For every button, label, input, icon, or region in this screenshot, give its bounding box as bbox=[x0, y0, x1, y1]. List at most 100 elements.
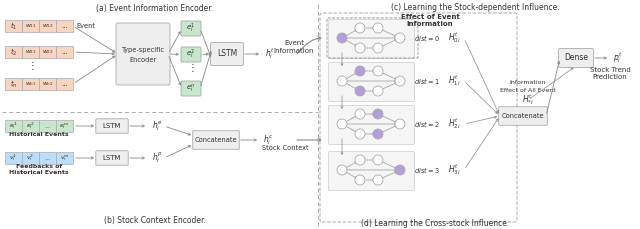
Circle shape bbox=[373, 129, 383, 139]
Text: Concatenate: Concatenate bbox=[195, 137, 237, 143]
Circle shape bbox=[355, 109, 365, 119]
Text: $t_2$: $t_2$ bbox=[10, 46, 17, 58]
Text: Feedbacks of: Feedbacks of bbox=[16, 164, 62, 169]
Text: Event: Event bbox=[284, 40, 304, 46]
Text: ...: ... bbox=[45, 123, 51, 128]
Text: Dense: Dense bbox=[564, 54, 588, 63]
FancyBboxPatch shape bbox=[211, 43, 243, 65]
Circle shape bbox=[355, 86, 365, 96]
FancyBboxPatch shape bbox=[181, 47, 201, 62]
Text: $\vdots$: $\vdots$ bbox=[188, 62, 195, 74]
Text: $i$: $i$ bbox=[340, 166, 344, 174]
Text: Event: Event bbox=[76, 23, 95, 29]
Text: (a) Event Information Encoder.: (a) Event Information Encoder. bbox=[97, 3, 214, 13]
Bar bbox=[56, 120, 73, 132]
Text: 3: 3 bbox=[398, 167, 402, 172]
FancyBboxPatch shape bbox=[193, 131, 239, 149]
Circle shape bbox=[355, 23, 365, 33]
Bar bbox=[56, 20, 73, 32]
Text: $e_i^1$: $e_i^1$ bbox=[186, 22, 196, 35]
Text: 1: 1 bbox=[358, 112, 362, 117]
Text: $w_{22}$: $w_{22}$ bbox=[42, 48, 53, 56]
Text: 4: 4 bbox=[358, 88, 362, 93]
Text: Prediction: Prediction bbox=[593, 74, 627, 80]
Text: Historical Events: Historical Events bbox=[9, 133, 69, 137]
Text: $H_{*i}^t$: $H_{*i}^t$ bbox=[522, 93, 534, 107]
Text: $v_i^m$: $v_i^m$ bbox=[60, 153, 70, 163]
Text: 5: 5 bbox=[376, 88, 380, 93]
Bar bbox=[56, 152, 73, 164]
Text: LSTM: LSTM bbox=[103, 155, 121, 161]
Circle shape bbox=[355, 155, 365, 165]
Text: $dist = 0$: $dist = 0$ bbox=[414, 33, 440, 43]
Text: 2: 2 bbox=[376, 158, 380, 163]
Text: $dist = 2$: $dist = 2$ bbox=[414, 119, 440, 129]
Text: $e_i^1$: $e_i^1$ bbox=[9, 121, 18, 131]
Bar bbox=[22, 152, 39, 164]
Text: $H_{1i}^t$: $H_{1i}^t$ bbox=[448, 74, 461, 88]
Text: ...: ... bbox=[61, 23, 68, 29]
Text: $H_{2i}^t$: $H_{2i}^t$ bbox=[448, 117, 461, 131]
Text: $dist = 1$: $dist = 1$ bbox=[414, 76, 440, 86]
Text: Type-specific: Type-specific bbox=[122, 47, 164, 53]
Bar bbox=[5, 78, 22, 90]
Text: $e_i^m$: $e_i^m$ bbox=[60, 121, 70, 131]
Circle shape bbox=[395, 76, 405, 86]
Circle shape bbox=[355, 66, 365, 76]
Text: 3: 3 bbox=[398, 79, 402, 84]
Bar bbox=[5, 152, 22, 164]
Circle shape bbox=[337, 165, 347, 175]
Text: Concatenate: Concatenate bbox=[502, 113, 544, 119]
Text: LSTM: LSTM bbox=[217, 49, 237, 58]
Bar bbox=[22, 120, 39, 132]
Text: $e_i^2$: $e_i^2$ bbox=[186, 48, 196, 61]
Circle shape bbox=[395, 33, 405, 43]
Text: 2: 2 bbox=[376, 68, 380, 74]
FancyBboxPatch shape bbox=[328, 63, 415, 101]
Text: Information: Information bbox=[509, 81, 547, 85]
Bar bbox=[56, 78, 73, 90]
Text: $v_i^2$: $v_i^2$ bbox=[26, 153, 35, 164]
Text: 1: 1 bbox=[358, 158, 362, 163]
Text: $w_{n2}$: $w_{n2}$ bbox=[42, 80, 53, 88]
Text: $w_{21}$: $w_{21}$ bbox=[24, 48, 36, 56]
Circle shape bbox=[373, 23, 383, 33]
Bar bbox=[39, 46, 56, 58]
Circle shape bbox=[355, 129, 365, 139]
Bar bbox=[5, 120, 22, 132]
Text: $h_i^c$: $h_i^c$ bbox=[263, 133, 273, 147]
Bar bbox=[5, 46, 22, 58]
FancyBboxPatch shape bbox=[96, 151, 128, 165]
Text: ...: ... bbox=[61, 49, 68, 55]
Text: Information: Information bbox=[406, 21, 453, 27]
Bar bbox=[39, 120, 56, 132]
Circle shape bbox=[373, 86, 383, 96]
Text: 4: 4 bbox=[358, 131, 362, 136]
Text: $h_i^p$: $h_i^p$ bbox=[152, 151, 163, 165]
Text: 2: 2 bbox=[376, 25, 380, 30]
Bar bbox=[5, 20, 22, 32]
Bar bbox=[22, 46, 39, 58]
Text: $i$: $i$ bbox=[340, 34, 344, 42]
Text: (c) Learning the Stock-dependent Influence.: (c) Learning the Stock-dependent Influen… bbox=[390, 3, 559, 13]
Bar bbox=[56, 46, 73, 58]
FancyBboxPatch shape bbox=[499, 107, 547, 125]
Circle shape bbox=[373, 43, 383, 53]
FancyBboxPatch shape bbox=[116, 23, 170, 85]
Text: $i$: $i$ bbox=[340, 77, 344, 85]
Text: $v_i^1$: $v_i^1$ bbox=[10, 153, 18, 164]
FancyArrowPatch shape bbox=[297, 139, 321, 141]
Text: $h_i^t$: $h_i^t$ bbox=[265, 46, 275, 61]
Circle shape bbox=[395, 119, 405, 129]
Text: 5: 5 bbox=[376, 177, 380, 183]
Text: Stock Context: Stock Context bbox=[262, 145, 308, 151]
Text: $H_{3i}^t$: $H_{3i}^t$ bbox=[448, 163, 461, 177]
Text: Effect of All Event: Effect of All Event bbox=[500, 87, 556, 93]
Text: $h_i^e$: $h_i^e$ bbox=[152, 119, 163, 133]
Text: $p_i^t$: $p_i^t$ bbox=[613, 51, 623, 65]
Bar bbox=[22, 20, 39, 32]
FancyBboxPatch shape bbox=[328, 19, 415, 58]
Text: 1: 1 bbox=[358, 68, 362, 74]
Text: 1: 1 bbox=[358, 25, 362, 30]
Bar bbox=[22, 78, 39, 90]
